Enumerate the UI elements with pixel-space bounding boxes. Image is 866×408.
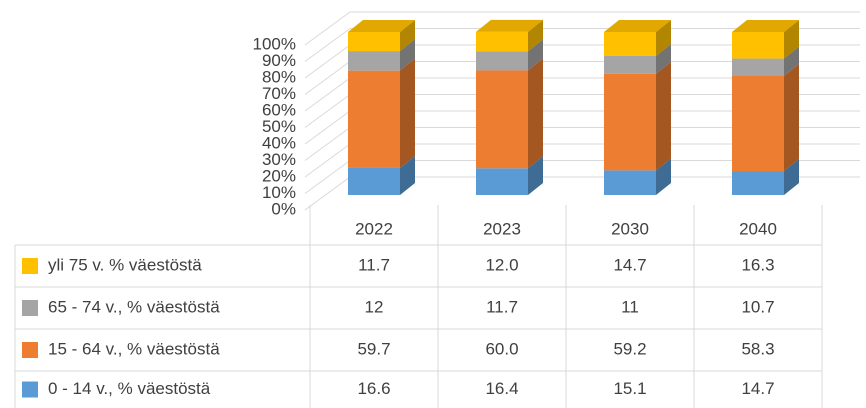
data-label: 12.0 [485,255,518,274]
legend-swatch [22,300,38,316]
data-label: 11.7 [358,255,390,274]
y-tick-label: 90% [262,51,296,70]
bar [476,168,528,195]
legend-label: yli 75 v. % väestöstä [48,255,202,274]
bar [348,70,400,168]
data-label: 12 [365,297,384,316]
data-label: 11.7 [486,297,518,316]
bar-side-shade [528,156,543,195]
bar-side [400,20,415,52]
bar [604,32,656,56]
bar-side [528,39,543,71]
y-tick-label: 40% [262,133,296,152]
y-tick-label: 80% [262,67,296,86]
bar-top [348,20,415,32]
y-tick-label: 50% [262,117,296,136]
bar-top-shade [348,20,415,32]
y-tick-label: 100% [253,34,296,53]
data-label: 59.7 [357,339,390,358]
x-tick-label: 2040 [739,219,777,238]
bar [732,171,784,195]
data-label: 14.7 [613,255,646,274]
bar-side [784,46,799,77]
bar-top [604,20,671,32]
y-tick-label: 30% [262,150,296,169]
y-tick-label: 10% [262,183,296,202]
bar-side-shade [656,43,671,74]
data-label: 59.2 [613,339,646,358]
data-label: 16.6 [357,379,390,398]
bar-side-shade [400,39,415,71]
bar [732,58,784,77]
bar-side [528,19,543,52]
bar-side-shade [784,46,799,77]
bar [476,31,528,52]
bar [604,73,656,171]
grid-line [304,28,860,62]
data-label: 16.4 [485,379,518,398]
bar-side-shade [528,19,543,52]
bar-side [656,158,671,195]
bar-side [400,39,415,71]
bar-side-shade [656,20,671,56]
y-tick-label: 20% [262,166,296,185]
data-label: 10.7 [741,297,774,316]
grid-line [304,11,860,46]
bar-side [656,61,671,171]
bar-side-shade [784,159,799,195]
bar [348,51,400,71]
bar-side [784,159,799,195]
bar-side-shade [784,64,799,172]
bar [348,167,400,195]
y-tick-label: 0% [271,199,296,218]
bar-top-shade [604,20,671,32]
bar-side-shade [784,20,799,59]
legend-swatch [22,381,38,398]
bar-side [528,58,543,169]
legend-swatch [22,342,38,358]
bar [732,76,784,172]
bar-side [784,20,799,59]
x-tick-label: 2030 [611,219,649,238]
bar-side-shade [656,61,671,171]
bar-side-shade [528,39,543,71]
bar-side-shade [400,20,415,52]
data-label: 11 [621,297,639,316]
bar-side [400,58,415,168]
bar-side-shade [400,58,415,168]
bar [348,32,400,52]
bar-side [528,156,543,195]
data-label: 15.1 [613,379,646,398]
bar-top-shade [476,19,543,32]
x-tick-label: 2022 [355,219,393,238]
legend-label: 0 - 14 v., % väestöstä [48,379,211,398]
bar [604,170,656,195]
bar-side-shade [528,58,543,169]
y-tick-label: 60% [262,100,296,119]
bar-side [656,20,671,56]
x-tick-label: 2023 [483,219,521,238]
data-label: 14.7 [741,379,774,398]
bar [604,55,656,74]
data-label: 16.3 [741,255,774,274]
bar-side [656,43,671,74]
bar-top [476,19,543,32]
legend-label: 65 - 74 v., % väestöstä [48,297,220,316]
bar-side-shade [656,158,671,195]
data-label: 58.3 [741,339,774,358]
y-tick-label: 70% [262,84,296,103]
bar-side [400,155,415,195]
bar [732,32,784,59]
bar-top [732,20,799,32]
bar [476,70,528,169]
bar-top-shade [732,20,799,32]
bar-side [784,64,799,172]
bar [476,51,528,71]
legend-swatch [22,258,38,274]
bar-side-shade [400,155,415,195]
legend-label: 15 - 64 v., % väestöstä [48,339,220,358]
data-label: 60.0 [485,339,518,358]
